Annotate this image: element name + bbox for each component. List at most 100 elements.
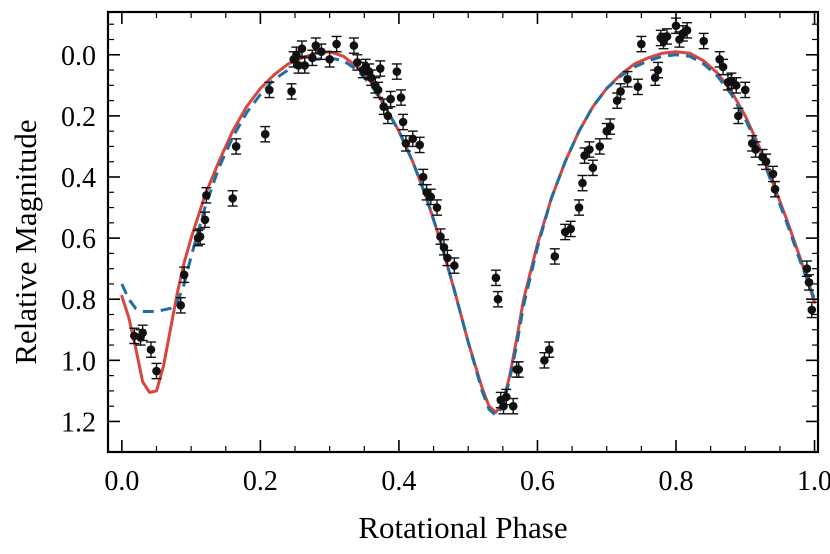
y-tick-label: 0.6 [61,224,96,255]
data-point [549,248,560,265]
data-marker [426,192,436,202]
data-marker [200,215,210,225]
data-marker [550,252,560,261]
data-point [682,21,693,39]
data-marker [671,21,681,31]
data-marker [540,356,549,365]
data-point [432,199,443,216]
data-marker [146,345,156,354]
x-tick-label: 0.2 [243,466,278,497]
data-point [806,301,817,319]
data-marker [578,178,587,188]
data-point [286,83,297,100]
data-marker [802,264,812,273]
data-marker [195,232,205,241]
data-marker [544,345,554,354]
data-point [803,274,814,291]
data-marker [308,53,317,63]
data-marker [231,142,241,151]
data-point [574,199,585,216]
data-marker [415,140,425,150]
data-marker [508,401,518,411]
data-marker [179,270,189,280]
data-marker [432,203,442,212]
data-marker [653,65,663,75]
y-tick-label: 1.0 [61,346,96,377]
y-tick-label: 0.0 [61,41,96,72]
data-point [296,40,307,58]
data-point [391,63,402,80]
data-marker [176,301,186,310]
y-tick-label: 0.4 [61,163,96,194]
data-point [587,159,598,177]
model-curve-dashed [120,53,816,417]
data-point [201,186,212,204]
data-marker [383,111,393,121]
data-marker [152,366,161,376]
data-point [435,228,446,245]
data-marker [450,261,459,270]
data-marker [734,111,743,121]
data-point [400,135,411,152]
data-marker [373,85,383,95]
y-tick-label: 0.2 [61,102,96,133]
data-marker [401,139,411,148]
data-marker [353,58,362,67]
data-point [316,43,327,61]
data-marker [501,392,511,402]
data-point [492,290,503,308]
data-point [615,83,626,100]
data-marker [294,61,303,70]
data-point [539,351,550,369]
data-point [137,324,148,342]
data-point [324,51,335,68]
data-marker [332,39,341,49]
data-marker [807,305,817,315]
data-marker [375,64,385,73]
data-marker [202,191,211,200]
data-point [442,249,453,267]
data-point [375,60,386,77]
data-marker [396,93,406,102]
data-marker [386,94,395,104]
data-marker [436,232,445,241]
data-marker [574,203,584,212]
data-marker [633,82,643,92]
data-marker [491,273,501,283]
data-point [490,269,501,287]
data-point [231,138,242,155]
data-point [577,174,588,192]
data-marker [418,172,428,182]
data-marker [605,122,615,131]
data-point [385,90,396,108]
data-marker [138,328,147,338]
data-marker [300,61,310,70]
data-marker [588,163,598,173]
data-point [733,107,744,125]
data-point [801,260,812,278]
data-marker [287,87,296,96]
data-point [293,57,304,74]
data-marker [514,365,524,374]
data-marker [637,39,646,49]
data-marker [392,67,402,76]
data-point [636,35,647,53]
data-marker [228,194,237,203]
data-point [348,37,359,54]
data-point [199,211,210,229]
y-tick-label: 1.2 [61,407,96,438]
data-marker [297,44,307,53]
data-point [544,341,555,358]
data-marker [398,117,408,127]
data-marker [731,81,741,90]
data-marker [493,294,503,304]
data-marker [682,26,692,35]
data-marker [325,55,334,64]
data-marker [408,134,418,144]
plot-content [120,17,817,417]
data-point [438,238,449,256]
data-marker [623,74,632,84]
x-axis-title: Rotational Phase [358,510,567,545]
data-marker [566,224,576,234]
